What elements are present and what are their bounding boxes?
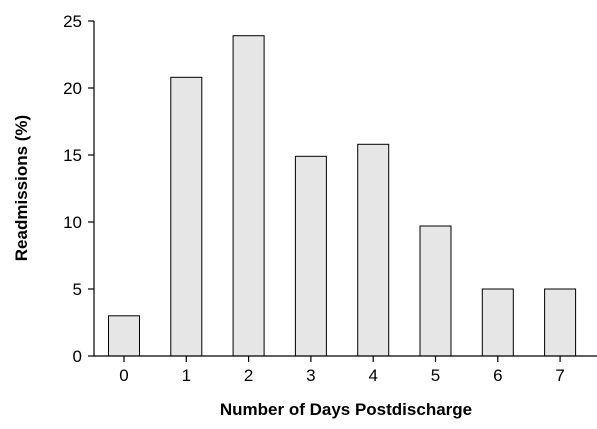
x-tick-label: 7 [555,366,564,385]
y-ticks-group: 0 5 10 15 20 25 [63,12,94,366]
x-tick-label: 1 [182,366,191,385]
bar-day-7 [544,288,577,357]
bar-day-2 [232,35,265,357]
bar-day-4 [357,143,390,357]
y-tick-label: 5 [73,280,82,299]
x-axis-title: Number of Days Postdischarge [220,400,472,419]
x-tick-label: 2 [244,366,253,385]
bar-day-3 [294,155,327,357]
bar-day-6 [481,288,514,357]
y-tick-label: 15 [63,146,82,165]
y-axis-title: Readmissions (%) [12,115,31,261]
bar-day-1 [170,76,203,357]
x-tick-label: 0 [119,366,128,385]
y-tick-label: 10 [63,213,82,232]
x-tick-label: 5 [431,366,440,385]
bar-day-5 [419,225,452,357]
x-tick-label: 6 [493,366,502,385]
x-tick-label: 3 [306,366,315,385]
y-tick-label: 25 [63,12,82,31]
x-ticks-group: 0 1 2 3 4 5 6 7 [119,356,565,385]
x-tick-label: 4 [368,366,377,385]
y-tick-label: 20 [63,79,82,98]
y-tick-label: 0 [73,347,82,366]
bars-group [108,35,577,357]
bar-day-0 [108,315,140,357]
